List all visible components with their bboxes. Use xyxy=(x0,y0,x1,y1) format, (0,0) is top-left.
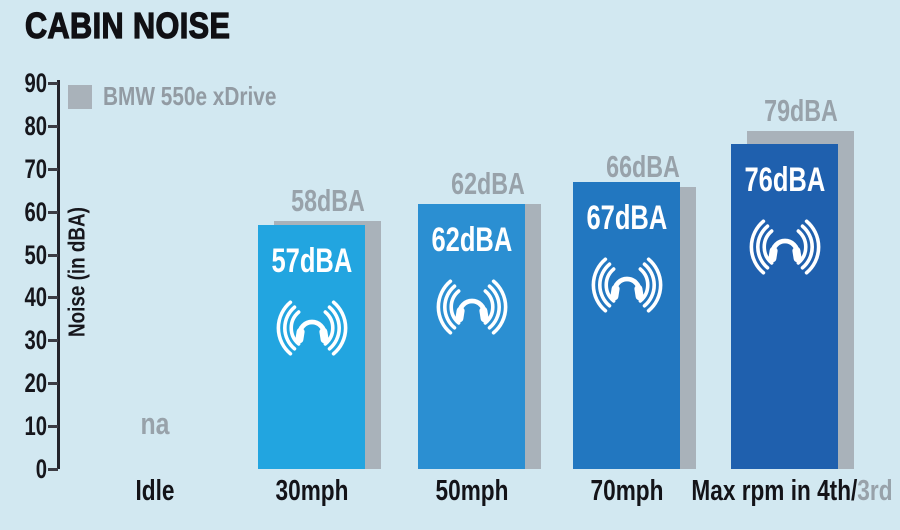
y-tick-label-70: 70 xyxy=(24,153,47,184)
na-label-idle: na xyxy=(140,406,170,441)
bar-value-label-50mph: 62dBA xyxy=(431,220,512,259)
y-tick-mark-70 xyxy=(48,167,58,171)
headphones-sound-icon xyxy=(591,257,662,313)
y-tick-label-10: 10 xyxy=(24,410,47,441)
x-label-main: Idle xyxy=(135,475,175,507)
x-label-main: 70mph xyxy=(590,475,663,507)
gray-value-label-max-rpm-in-4th-3rd: 79dBA xyxy=(763,92,838,128)
x-label-gray-suffix: 3rd xyxy=(856,475,893,507)
bar-blue-max-rpm-in-4th-3rd: 76dBA xyxy=(731,143,838,469)
y-tick-mark-20 xyxy=(48,381,58,385)
x-label-main: Max rpm in 4th/ xyxy=(690,475,857,507)
y-tick-label-0: 0 xyxy=(35,453,47,484)
bar-value-label-70mph: 67dBA xyxy=(586,199,667,238)
y-axis-line xyxy=(57,79,60,469)
y-tick-label-80: 80 xyxy=(24,111,47,142)
x-label-50mph: 50mph xyxy=(378,477,565,506)
bar-blue-50mph: 62dBA xyxy=(418,203,525,469)
y-tick-mark-50 xyxy=(48,253,58,257)
y-tick-mark-10 xyxy=(48,424,58,428)
y-tick-mark-40 xyxy=(48,296,58,300)
bar-blue-30mph: 57dBA xyxy=(258,225,365,469)
y-tick-mark-60 xyxy=(48,210,58,214)
legend-swatch-icon xyxy=(68,84,92,109)
chart-title: CABIN NOISE xyxy=(24,5,231,46)
x-label-idle: Idle xyxy=(61,477,248,506)
y-tick-label-20: 20 xyxy=(24,367,47,398)
legend: BMW 550e xDrive xyxy=(68,81,320,112)
y-tick-label-60: 60 xyxy=(24,196,47,227)
gray-value-label-50mph: 62dBA xyxy=(450,165,525,201)
y-tick-label-90: 90 xyxy=(24,68,47,99)
x-label-main: 50mph xyxy=(435,475,508,507)
headphones-sound-icon xyxy=(749,219,820,275)
x-label-max-rpm-in-4th-3rd: Max rpm in 4th/3rd xyxy=(690,475,892,507)
bar-blue-70mph: 67dBA xyxy=(573,182,680,469)
y-tick-mark-80 xyxy=(48,125,58,129)
bar-value-label-30mph: 57dBA xyxy=(271,242,352,281)
y-tick-label-50: 50 xyxy=(24,239,47,270)
y-tick-mark-90 xyxy=(48,82,58,86)
headphones-sound-icon xyxy=(436,279,507,335)
y-tick-label-30: 30 xyxy=(24,325,47,356)
headphones-sound-icon xyxy=(276,300,347,356)
gray-value-label-70mph: 66dBA xyxy=(605,148,680,184)
gray-value-label-30mph: 58dBA xyxy=(290,182,365,218)
bar-value-label-max-rpm-in-4th-3rd: 76dBA xyxy=(744,160,825,199)
y-axis-title: Noise (in dBA) xyxy=(63,207,90,337)
x-label-main: 30mph xyxy=(275,475,348,507)
y-tick-mark-30 xyxy=(48,339,58,343)
x-label-70mph: 70mph xyxy=(533,477,720,506)
x-label-30mph: 30mph xyxy=(218,477,405,506)
y-tick-mark-0 xyxy=(48,467,58,471)
y-tick-label-40: 40 xyxy=(24,282,47,313)
legend-label: BMW 550e xDrive xyxy=(103,81,277,111)
